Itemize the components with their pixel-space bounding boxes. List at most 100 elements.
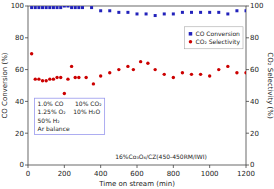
point — [208, 74, 211, 77]
point — [217, 68, 220, 71]
point — [59, 76, 62, 79]
series-1 — [30, 52, 246, 95]
point — [117, 68, 120, 71]
y-axis-label: CO Conversion (%) — [1, 52, 9, 118]
y2-tick-label: 60 — [250, 66, 259, 74]
point — [181, 11, 184, 14]
y-tick-label: 100 — [11, 2, 24, 10]
legend-label: CO₂ Selectivity — [195, 38, 240, 46]
y-tick — [25, 165, 28, 166]
y2-tick — [246, 69, 249, 70]
annotation-box: 1.0% CO 10% CO₂1.25% O₂ 10% H₂O50% H₂Ar … — [35, 98, 105, 134]
x-tick-label: 600 — [130, 170, 143, 178]
point — [208, 11, 211, 14]
point — [136, 12, 139, 15]
point — [70, 65, 73, 68]
y2-tick — [246, 101, 249, 102]
y2-tick-label: 40 — [250, 98, 259, 106]
point — [126, 65, 129, 68]
point — [34, 6, 37, 9]
point — [172, 76, 175, 79]
point — [92, 82, 95, 85]
point — [235, 71, 238, 74]
point — [108, 71, 111, 74]
point — [145, 12, 148, 15]
x-axis-label: Time on stream (min) — [98, 180, 175, 188]
point — [52, 77, 55, 80]
point — [163, 73, 166, 76]
point — [81, 6, 84, 9]
point — [70, 6, 73, 9]
point — [126, 11, 129, 14]
point — [63, 6, 66, 8]
point — [66, 6, 69, 8]
x-tick — [209, 165, 210, 168]
point — [63, 92, 66, 95]
legend-marker — [189, 40, 193, 44]
legend-frame — [184, 27, 243, 49]
point — [163, 12, 166, 15]
x-tick — [100, 165, 101, 168]
point — [117, 11, 120, 14]
x-tick-label: 400 — [94, 170, 107, 178]
point — [226, 12, 229, 15]
point — [77, 6, 80, 9]
y2-tick-label: 0 — [250, 161, 254, 169]
y2-tick — [246, 6, 249, 7]
point — [59, 6, 62, 9]
x-tick — [64, 165, 65, 168]
point — [217, 11, 220, 14]
annotation: 16%Co₃O₄/CZ(450-450RM/IWI) — [115, 153, 207, 160]
x-tick — [246, 165, 247, 168]
point — [90, 6, 93, 9]
point — [154, 14, 157, 17]
y-tick — [25, 101, 28, 102]
point — [199, 11, 202, 14]
y-tick — [25, 6, 28, 7]
x-tick — [28, 165, 29, 168]
point — [226, 65, 229, 68]
point — [48, 77, 51, 80]
point — [45, 6, 48, 9]
annotation-frame — [35, 98, 105, 134]
y2-tick — [246, 133, 249, 134]
point — [244, 71, 246, 74]
x-tick-label: 200 — [58, 170, 71, 178]
y2-tick-label: 80 — [250, 34, 259, 42]
point — [30, 52, 33, 55]
y2-tick-label: 20 — [250, 130, 259, 138]
y2-tick — [246, 37, 249, 38]
point — [153, 68, 156, 71]
series-0 — [30, 6, 246, 17]
point — [132, 68, 135, 71]
point — [199, 73, 202, 76]
legend-marker — [189, 32, 193, 36]
x-tick-label: 0 — [26, 170, 30, 178]
point — [30, 6, 33, 9]
x-tick-label: 1000 — [201, 170, 219, 178]
point — [108, 9, 111, 12]
legend-label: CO Conversion — [195, 30, 240, 37]
y-tick-label: 40 — [15, 98, 24, 106]
y-tick — [25, 133, 28, 134]
plot-marks — [30, 6, 246, 95]
point — [181, 71, 184, 74]
point — [172, 12, 175, 15]
x-tick — [173, 165, 174, 168]
y-tick — [25, 37, 28, 38]
point — [99, 9, 102, 12]
point — [52, 6, 55, 9]
annotation-line: 1.25% O₂ 10% H₂O — [38, 108, 101, 115]
annotation-line: 1.0% CO 10% CO₂ — [38, 100, 103, 107]
point — [74, 6, 77, 9]
y-tick-label: 0 — [20, 161, 24, 169]
y-tick — [25, 69, 28, 70]
point — [41, 79, 44, 82]
y-tick-label: 20 — [15, 130, 24, 138]
chart: 0200400600800100012000204060801000204060… — [0, 0, 274, 189]
point — [235, 9, 238, 12]
annotation-line: 50% H₂ — [38, 117, 61, 124]
point — [44, 79, 47, 82]
point — [99, 74, 102, 77]
point — [37, 6, 40, 9]
